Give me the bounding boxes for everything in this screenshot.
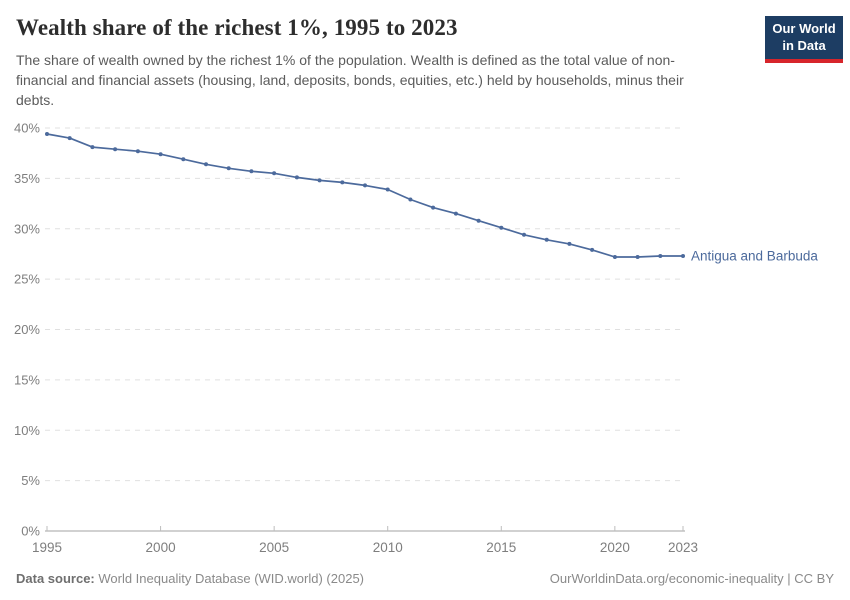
x-axis-tick-label: 2000 [146,540,176,555]
chart-subtitle: The share of wealth owned by the richest… [16,52,684,109]
chart-title: Wealth share of the richest 1%, 1995 to … [16,15,458,40]
data-point [522,232,526,237]
y-axis-tick-label: 35% [14,171,40,186]
data-point [590,247,595,252]
chart-line [46,133,684,258]
data-point [385,187,390,192]
x-axis-tick-label: 2015 [486,540,516,555]
data-point [226,166,231,171]
x-axis-tick-label: 2020 [600,540,630,555]
data-point [249,169,254,174]
owid-logo[interactable]: Our World in Data [765,16,843,63]
data-point [90,145,95,150]
data-source: Data source: World Inequality Database (… [16,571,364,586]
data-point [499,225,504,230]
data-point [181,157,186,162]
chart-footer: Data source: World Inequality Database (… [16,571,834,586]
data-point [340,180,345,185]
data-point [612,255,617,259]
line-chart: 0% 5% 10% 15% 20% 25% 30% 35% 40% 1995 2000 2005 201… [0,112,850,557]
data-point [158,152,163,157]
y-axis-tick-label: 30% [14,221,40,236]
data-source-text: World Inequality Database (WID.world) (2… [94,571,365,586]
x-axis-tick-label: 2023 [668,540,698,555]
data-source-label: Data source: [16,571,95,586]
attribution-link[interactable]: OurWorldinData.org/economic-inequality |… [549,571,834,586]
series-label: Antigua and Barbuda [691,248,818,263]
data-point [317,178,322,183]
y-axis-tick-label: 0% [21,524,40,539]
data-point [135,149,140,154]
x-axis-tick-label: 2005 [259,540,289,555]
data-point [658,254,663,258]
data-point [363,183,367,188]
y-axis-tick-label: 40% [14,121,40,136]
chart-canvas: 0% 5% 10% 15% 20% 25% 30% 35% 40% 1995 2000 2005 201… [14,121,818,556]
data-point [272,171,277,176]
data-point [544,237,549,242]
data-point [453,211,458,216]
y-axis-tick-label: 5% [21,473,40,488]
data-point [294,175,299,180]
data-point [431,205,436,210]
x-axis-tick-label: 2010 [373,540,403,555]
data-point [45,132,49,136]
data-point [635,255,640,259]
x-axis-tick-label: 1995 [32,540,62,555]
data-point [567,241,572,246]
data-point [67,136,72,141]
y-axis-tick-label: 10% [14,423,40,438]
data-point [408,197,413,202]
data-point [476,218,481,223]
chart-header: Wealth share of the richest 1%, 1995 to … [16,15,834,110]
data-point [681,254,685,258]
y-axis-tick-label: 15% [14,372,40,387]
y-axis-tick-label: 20% [14,322,40,337]
data-point [113,147,118,152]
owid-logo-line2: in Data [782,37,826,53]
y-axis-tick-label: 25% [14,272,40,287]
data-point [204,162,208,167]
owid-logo-line1: Our World [772,21,836,36]
